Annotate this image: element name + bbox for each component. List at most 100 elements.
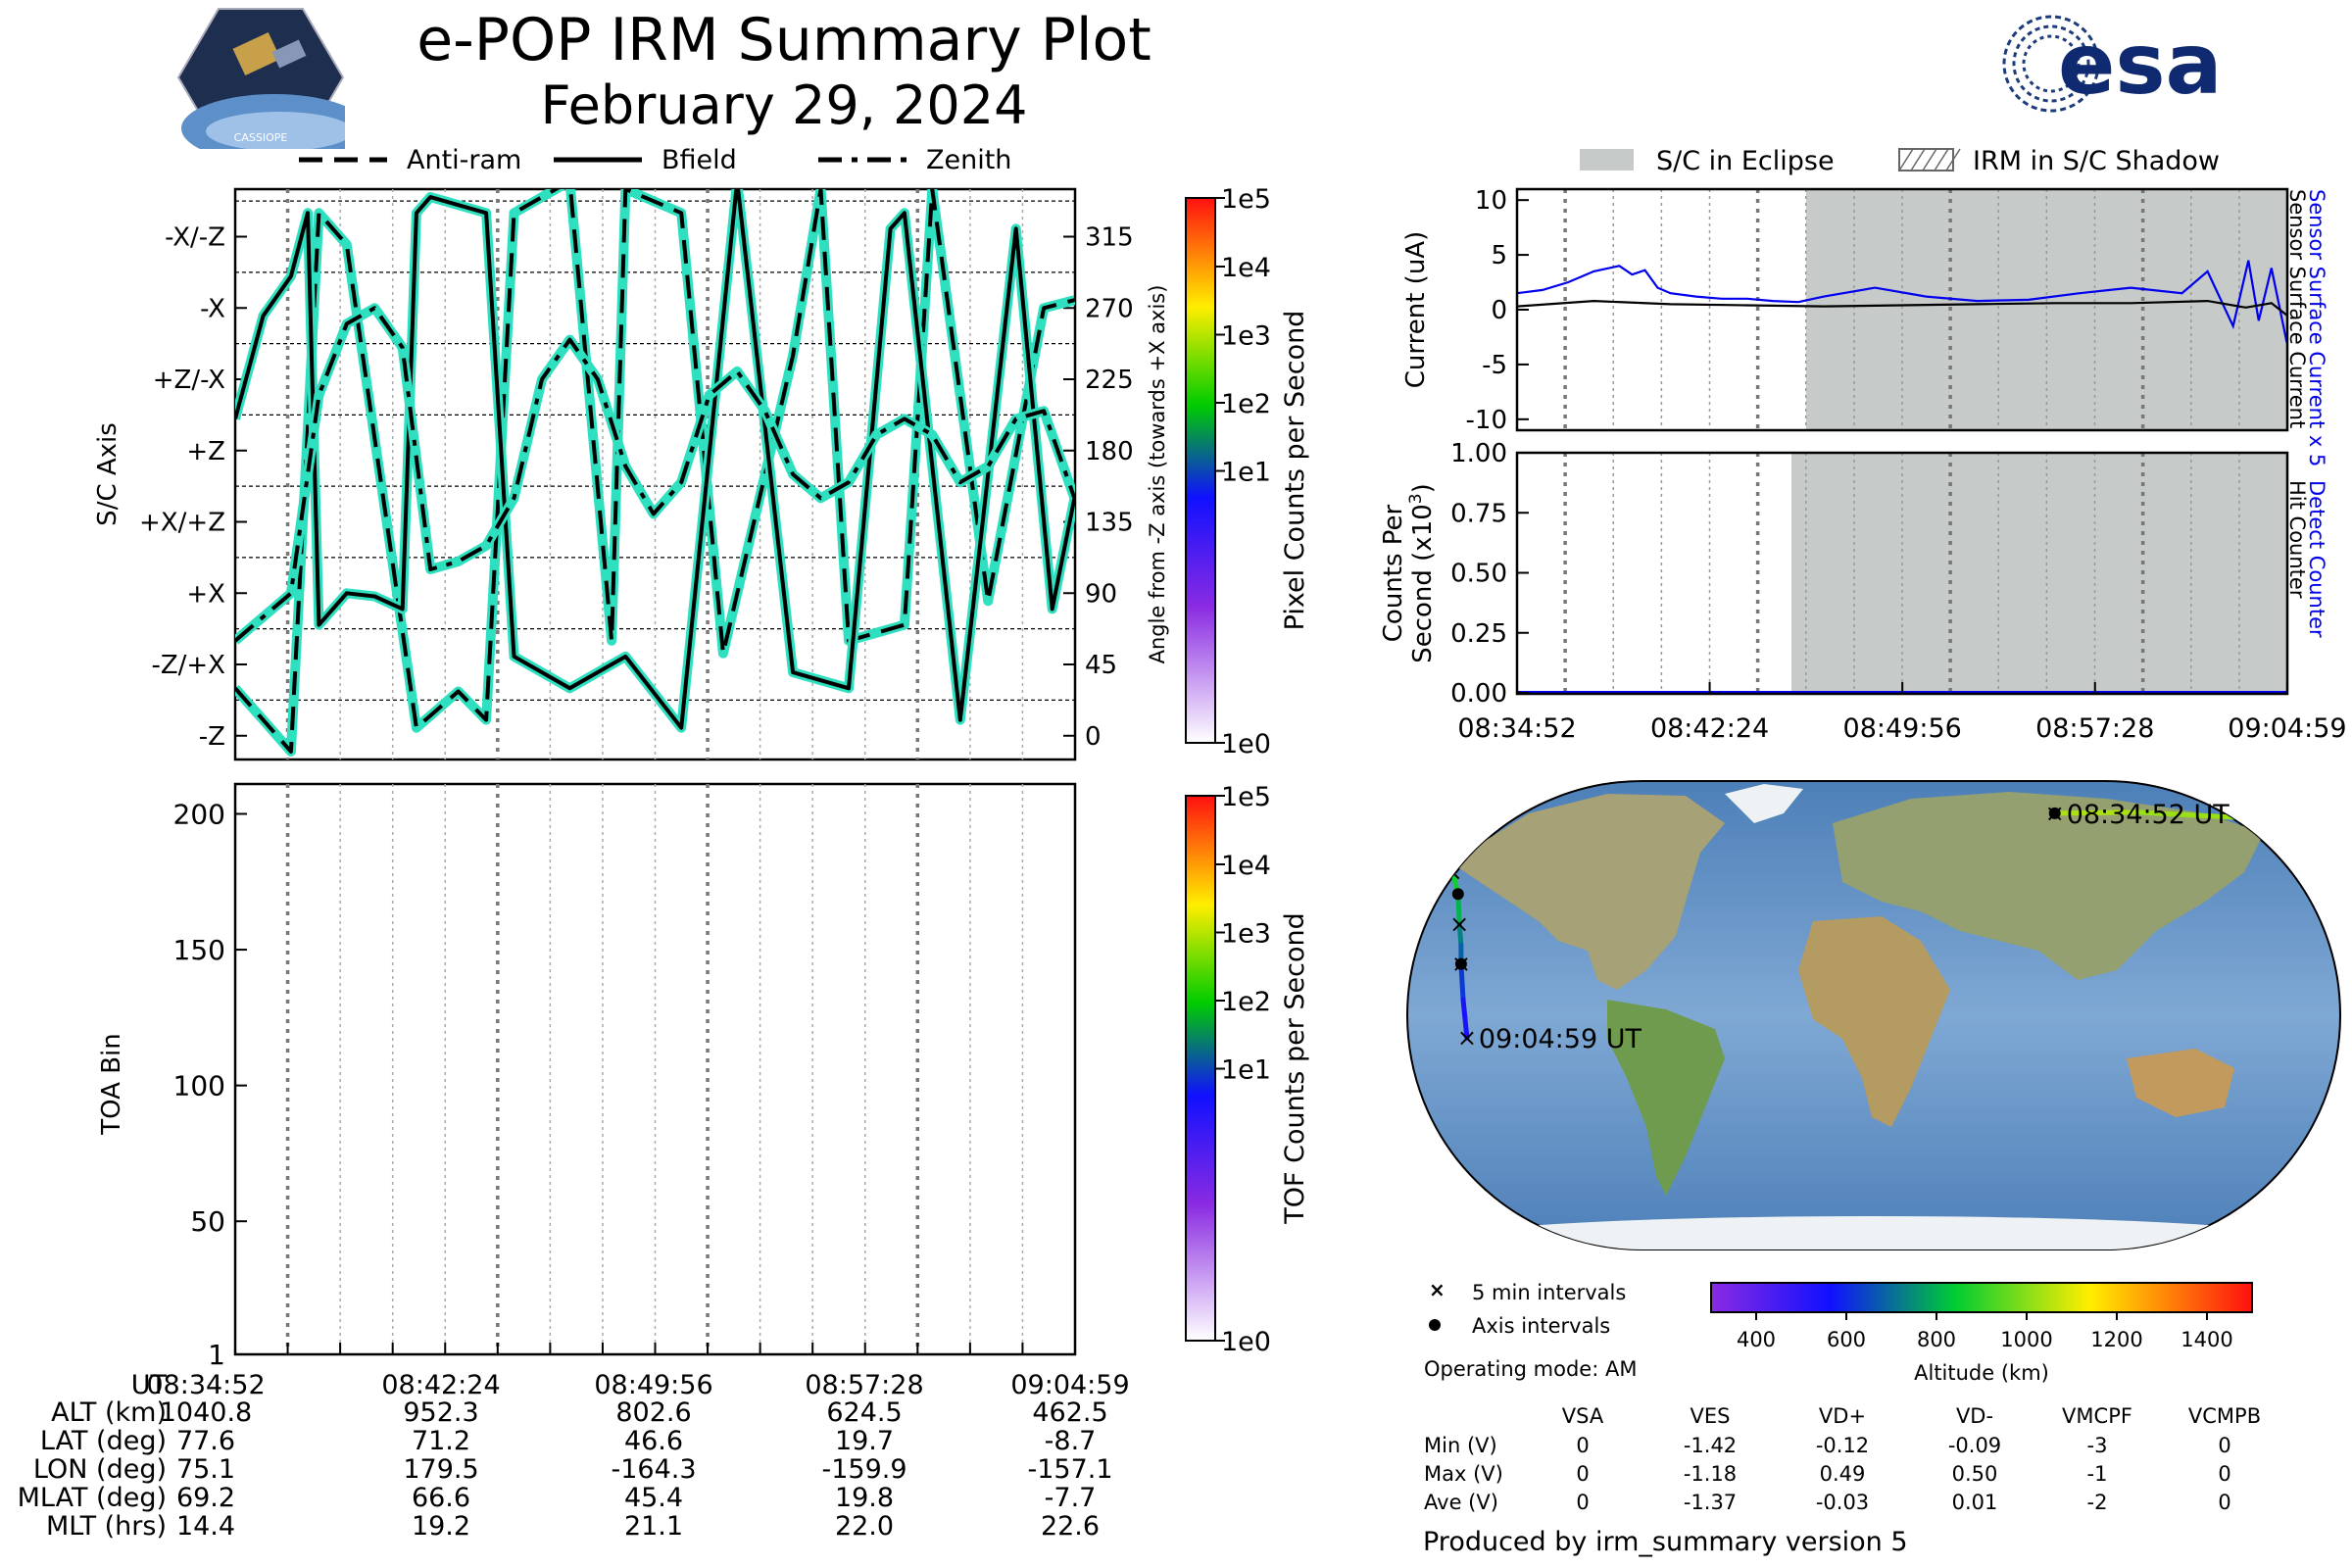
- altitude-colorbar: [1710, 1282, 2253, 1313]
- ephemeris-cell: -159.9: [821, 1454, 906, 1485]
- ephemeris-cell: 46.6: [624, 1426, 683, 1456]
- five-minute-marker: ×: [2302, 816, 2322, 844]
- ephemeris-cell: 19.8: [835, 1483, 894, 1513]
- continents: [1450, 784, 2285, 1250]
- legend-axis: Axis intervals: [1472, 1314, 1610, 1338]
- track-segment: [1458, 961, 1466, 1003]
- track-segment: [2052, 809, 2141, 816]
- toa-ytick: 100: [173, 1070, 225, 1102]
- track-segment: [1445, 851, 1456, 875]
- legend-5min: 5 min intervals: [1472, 1281, 1626, 1304]
- ephemeris-cell: 462.5: [1032, 1397, 1107, 1428]
- ephemeris-cell: -157.1: [1027, 1454, 1112, 1485]
- ephemeris-cell: 08:49:56: [594, 1370, 712, 1400]
- counts-xtick: 08:34:52: [1457, 713, 1576, 744]
- ephemeris-cell: 624.5: [826, 1397, 902, 1428]
- altitude-tick: 1200: [2090, 1328, 2142, 1351]
- eclipse-legend: S/C in Eclipse IRM in S/C Shadow: [1580, 146, 2220, 176]
- ephemeris-cell: 71.2: [412, 1426, 470, 1456]
- toa-ylabel: TOA Bin: [97, 1033, 126, 1135]
- attitude-ytick-right: 180: [1085, 437, 1134, 466]
- colorbar-tick: 1e1: [1221, 1055, 1271, 1086]
- ephemeris-cell: 22.6: [1041, 1511, 1100, 1542]
- colorbar-tick: 1e3: [1221, 919, 1271, 950]
- tof-colorbar: [1185, 795, 1216, 1342]
- attitude-series-bfield: [235, 189, 1075, 733]
- pixel-colorbar: [1185, 197, 1216, 744]
- ephemeris-cell: 77.6: [176, 1426, 235, 1456]
- colorbar-tick: 1e0: [1221, 729, 1271, 760]
- track-end-label: 09:04:59 UT: [1479, 1024, 1642, 1054]
- page-date: February 29, 2024: [540, 74, 1028, 136]
- attitude-ytick-right: 135: [1085, 509, 1134, 538]
- ephemeris-cell: -8.7: [1045, 1426, 1097, 1456]
- sensor-current-label: Sensor Surface Current: [2285, 189, 2309, 428]
- page-title: e-POP IRM Summary Plot: [416, 6, 1152, 74]
- toa-ytick: 1: [208, 1339, 225, 1371]
- voltage-row-label: Min (V): [1424, 1434, 1497, 1457]
- track-segment: [1456, 921, 1464, 948]
- voltage-cell: -3: [2087, 1434, 2108, 1457]
- ephemeris-cell: 22.0: [835, 1511, 894, 1542]
- axis-interval-marker: [1454, 957, 1467, 970]
- voltage-cell: 0: [2218, 1491, 2230, 1514]
- axis-interval-marker-icon: [1429, 1319, 1441, 1331]
- attitude-ytick-right: 315: [1085, 223, 1134, 253]
- track-start-label: 08:34:52 UT: [2067, 800, 2230, 830]
- voltage-cell: 0: [2218, 1462, 2230, 1486]
- legend-item-zenith: Zenith: [818, 145, 1011, 175]
- legend-label: Bfield: [662, 145, 737, 175]
- counts-ytick: 0.25: [1450, 619, 1507, 649]
- toa-ytick: 150: [173, 934, 225, 966]
- produced-by: Produced by irm_summary version 5: [1423, 1527, 1908, 1557]
- five-minute-marker-icon: ×: [1429, 1278, 1446, 1301]
- ephemeris-cell: 66.6: [412, 1483, 470, 1513]
- voltage-row-label: Ave (V): [1424, 1491, 1498, 1514]
- current-ytick: -5: [1482, 351, 1507, 380]
- ephemeris-row-label: LON (deg): [33, 1454, 167, 1485]
- counts-ytick: 0.75: [1450, 499, 1507, 528]
- voltage-table: VSA VES VD+ VD- VMCPF VCMPB Min (V) 0 -1.42 -0.12…: [1424, 1404, 2261, 1514]
- ephemeris-cell: 69.2: [176, 1483, 235, 1513]
- colorbar-tick: 1e2: [1221, 987, 1271, 1017]
- attitude-ytick-left: -Z/+X: [151, 651, 225, 680]
- operating-mode: Operating mode: AM: [1424, 1357, 1637, 1381]
- colorbar-tick: 1e4: [1221, 253, 1271, 283]
- ephemeris-cell: 21.1: [624, 1511, 683, 1542]
- ephemeris-cell: -7.7: [1045, 1483, 1097, 1513]
- five-minute-marker: ×: [2045, 800, 2065, 827]
- ephemeris-row-label: ALT (km): [51, 1397, 167, 1428]
- mission-logo-text: CASSIOPE: [234, 131, 288, 144]
- counts-xtick: 08:57:28: [2035, 713, 2154, 744]
- toa-plot-frame: [233, 782, 1077, 1356]
- axis-interval-marker: [2306, 823, 2319, 836]
- altitude-tick: 600: [1827, 1328, 1866, 1351]
- attitude-ytick-right: 225: [1085, 366, 1134, 395]
- counts-xtick: 08:42:24: [1650, 713, 1769, 744]
- attitude-ytick-right: 45: [1085, 651, 1117, 680]
- altitude-tick: 1400: [2180, 1328, 2232, 1351]
- colorbar-tick: 1e1: [1221, 458, 1271, 488]
- counts-ylabel-line1: Counts Per: [1379, 504, 1408, 642]
- altitude-tick: 800: [1917, 1328, 1956, 1351]
- voltage-cell: 0: [1576, 1462, 1589, 1486]
- current-ytick: 5: [1491, 241, 1507, 270]
- axis-interval-marker: [2048, 807, 2061, 819]
- voltage-cell: -1.18: [1684, 1462, 1737, 1486]
- ephemeris-row-label: MLT (hrs): [46, 1511, 167, 1542]
- ephemeris-cell: 08:42:24: [381, 1370, 500, 1400]
- ephemeris-cell: 1040.8: [160, 1397, 252, 1428]
- counts-xtick: 09:04:59: [2228, 713, 2346, 744]
- counts-ytick: 0.50: [1450, 560, 1507, 589]
- axis-interval-marker: [1451, 888, 1464, 901]
- current-ytick: 10: [1475, 186, 1507, 216]
- ephemeris-cell: 45.4: [624, 1483, 683, 1513]
- counts-ytick: 0.00: [1450, 679, 1507, 709]
- voltage-column-header: VMCPF: [2062, 1404, 2132, 1428]
- attitude-plot-frame: [233, 187, 1077, 761]
- voltage-cell: -0.09: [1948, 1434, 2001, 1457]
- voltage-cell: 0.01: [1952, 1491, 1998, 1514]
- attitude-ytick-right: 270: [1085, 294, 1134, 323]
- colorbar-tick: 1e2: [1221, 389, 1271, 419]
